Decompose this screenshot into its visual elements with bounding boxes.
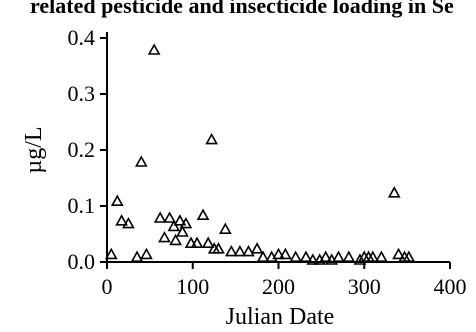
data-point [250, 242, 264, 254]
x-tick-label: 0 [102, 274, 113, 299]
data-point [147, 43, 161, 55]
data-point [140, 247, 153, 260]
data-point [299, 250, 313, 263]
ticks [100, 37, 451, 269]
data-point [190, 236, 204, 248]
chart-title: related pesticide and insecticide loadin… [30, 0, 454, 18]
data-point [184, 236, 198, 248]
data-point [402, 250, 416, 263]
y-tick-label: 0.0 [68, 249, 96, 274]
data-point [104, 247, 118, 260]
data-point [242, 244, 255, 257]
y-tick-label: 0.4 [68, 25, 96, 50]
data-point [130, 250, 144, 263]
data-point [134, 155, 148, 167]
data-point [272, 247, 285, 260]
data-point [256, 250, 270, 263]
data-point [158, 230, 171, 243]
data-point [179, 216, 193, 229]
y-tick-label: 0.3 [68, 81, 96, 106]
data-point [196, 208, 210, 220]
data-point [332, 250, 345, 263]
data-point [233, 244, 247, 257]
tick-labels: 0 100 200 300 400 0.0 0.1 0.2 0.3 0.4 [68, 25, 467, 299]
x-tick-label: 300 [348, 274, 381, 299]
data-point [201, 236, 215, 248]
data-point [153, 211, 167, 223]
data-point [342, 250, 356, 263]
data-point [353, 253, 367, 265]
data-point [115, 214, 128, 226]
data-point [218, 222, 232, 234]
x-tick-label: 100 [176, 274, 209, 299]
axes [106, 32, 450, 263]
data-point [169, 233, 182, 246]
data-point [176, 225, 189, 237]
data-point [279, 247, 292, 260]
data-point [122, 216, 135, 229]
y-tick-label: 0.1 [68, 193, 96, 218]
x-tick-label: 200 [262, 274, 295, 299]
data-point [167, 219, 181, 232]
x-axis-label: Julian Date [226, 304, 335, 330]
data-point [212, 242, 225, 254]
data-point [224, 244, 238, 257]
data-point [173, 214, 187, 226]
y-axis-label: µg/L [21, 126, 47, 173]
data-point [375, 250, 388, 263]
data-point [163, 211, 176, 223]
data-point [319, 250, 333, 263]
data-point [366, 250, 380, 263]
data-point [306, 253, 320, 265]
data-points [104, 43, 416, 265]
data-point [110, 194, 124, 206]
x-tick-label: 400 [434, 274, 467, 299]
data-point [387, 186, 401, 198]
data-point [205, 132, 218, 145]
y-tick-label: 0.2 [68, 137, 96, 162]
data-point [392, 247, 405, 260]
data-point [289, 250, 303, 263]
